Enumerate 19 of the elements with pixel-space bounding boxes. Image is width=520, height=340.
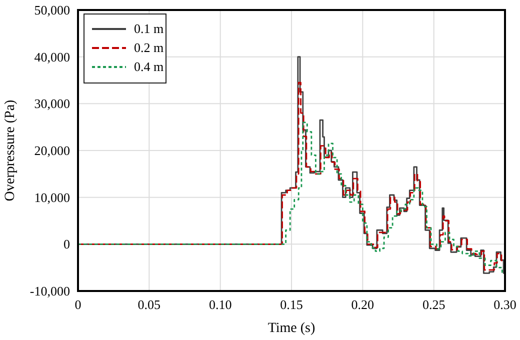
y-tick-label: 50,000 (34, 2, 70, 18)
y-tick-label: -10,000 (30, 284, 70, 298)
x-tick-label: 0.15 (280, 297, 303, 312)
y-axis-title: Overpressure (Pa) (3, 99, 18, 202)
y-tick-label: 10,000 (34, 190, 70, 205)
legend-label: 0.4 m (134, 59, 164, 74)
y-tick-label: 30,000 (34, 96, 70, 112)
y-tick-label: 0 (64, 236, 70, 252)
x-axis-title: Time (s) (268, 321, 316, 336)
x-tick-label: 0.05 (138, 297, 161, 312)
x-tick-label: 0.10 (208, 297, 232, 312)
legend-label: 0.1 m (134, 21, 164, 36)
legend-label: 0.2 m (134, 40, 164, 55)
y-tick-label: 40,000 (34, 49, 70, 64)
x-tick-label: 0.25 (422, 297, 446, 312)
y-tick-label: 20,000 (34, 143, 70, 158)
x-tick-label: 0 (74, 297, 82, 312)
x-tick-label: 0.30 (494, 297, 516, 312)
x-tick-label: 0.20 (351, 297, 374, 312)
